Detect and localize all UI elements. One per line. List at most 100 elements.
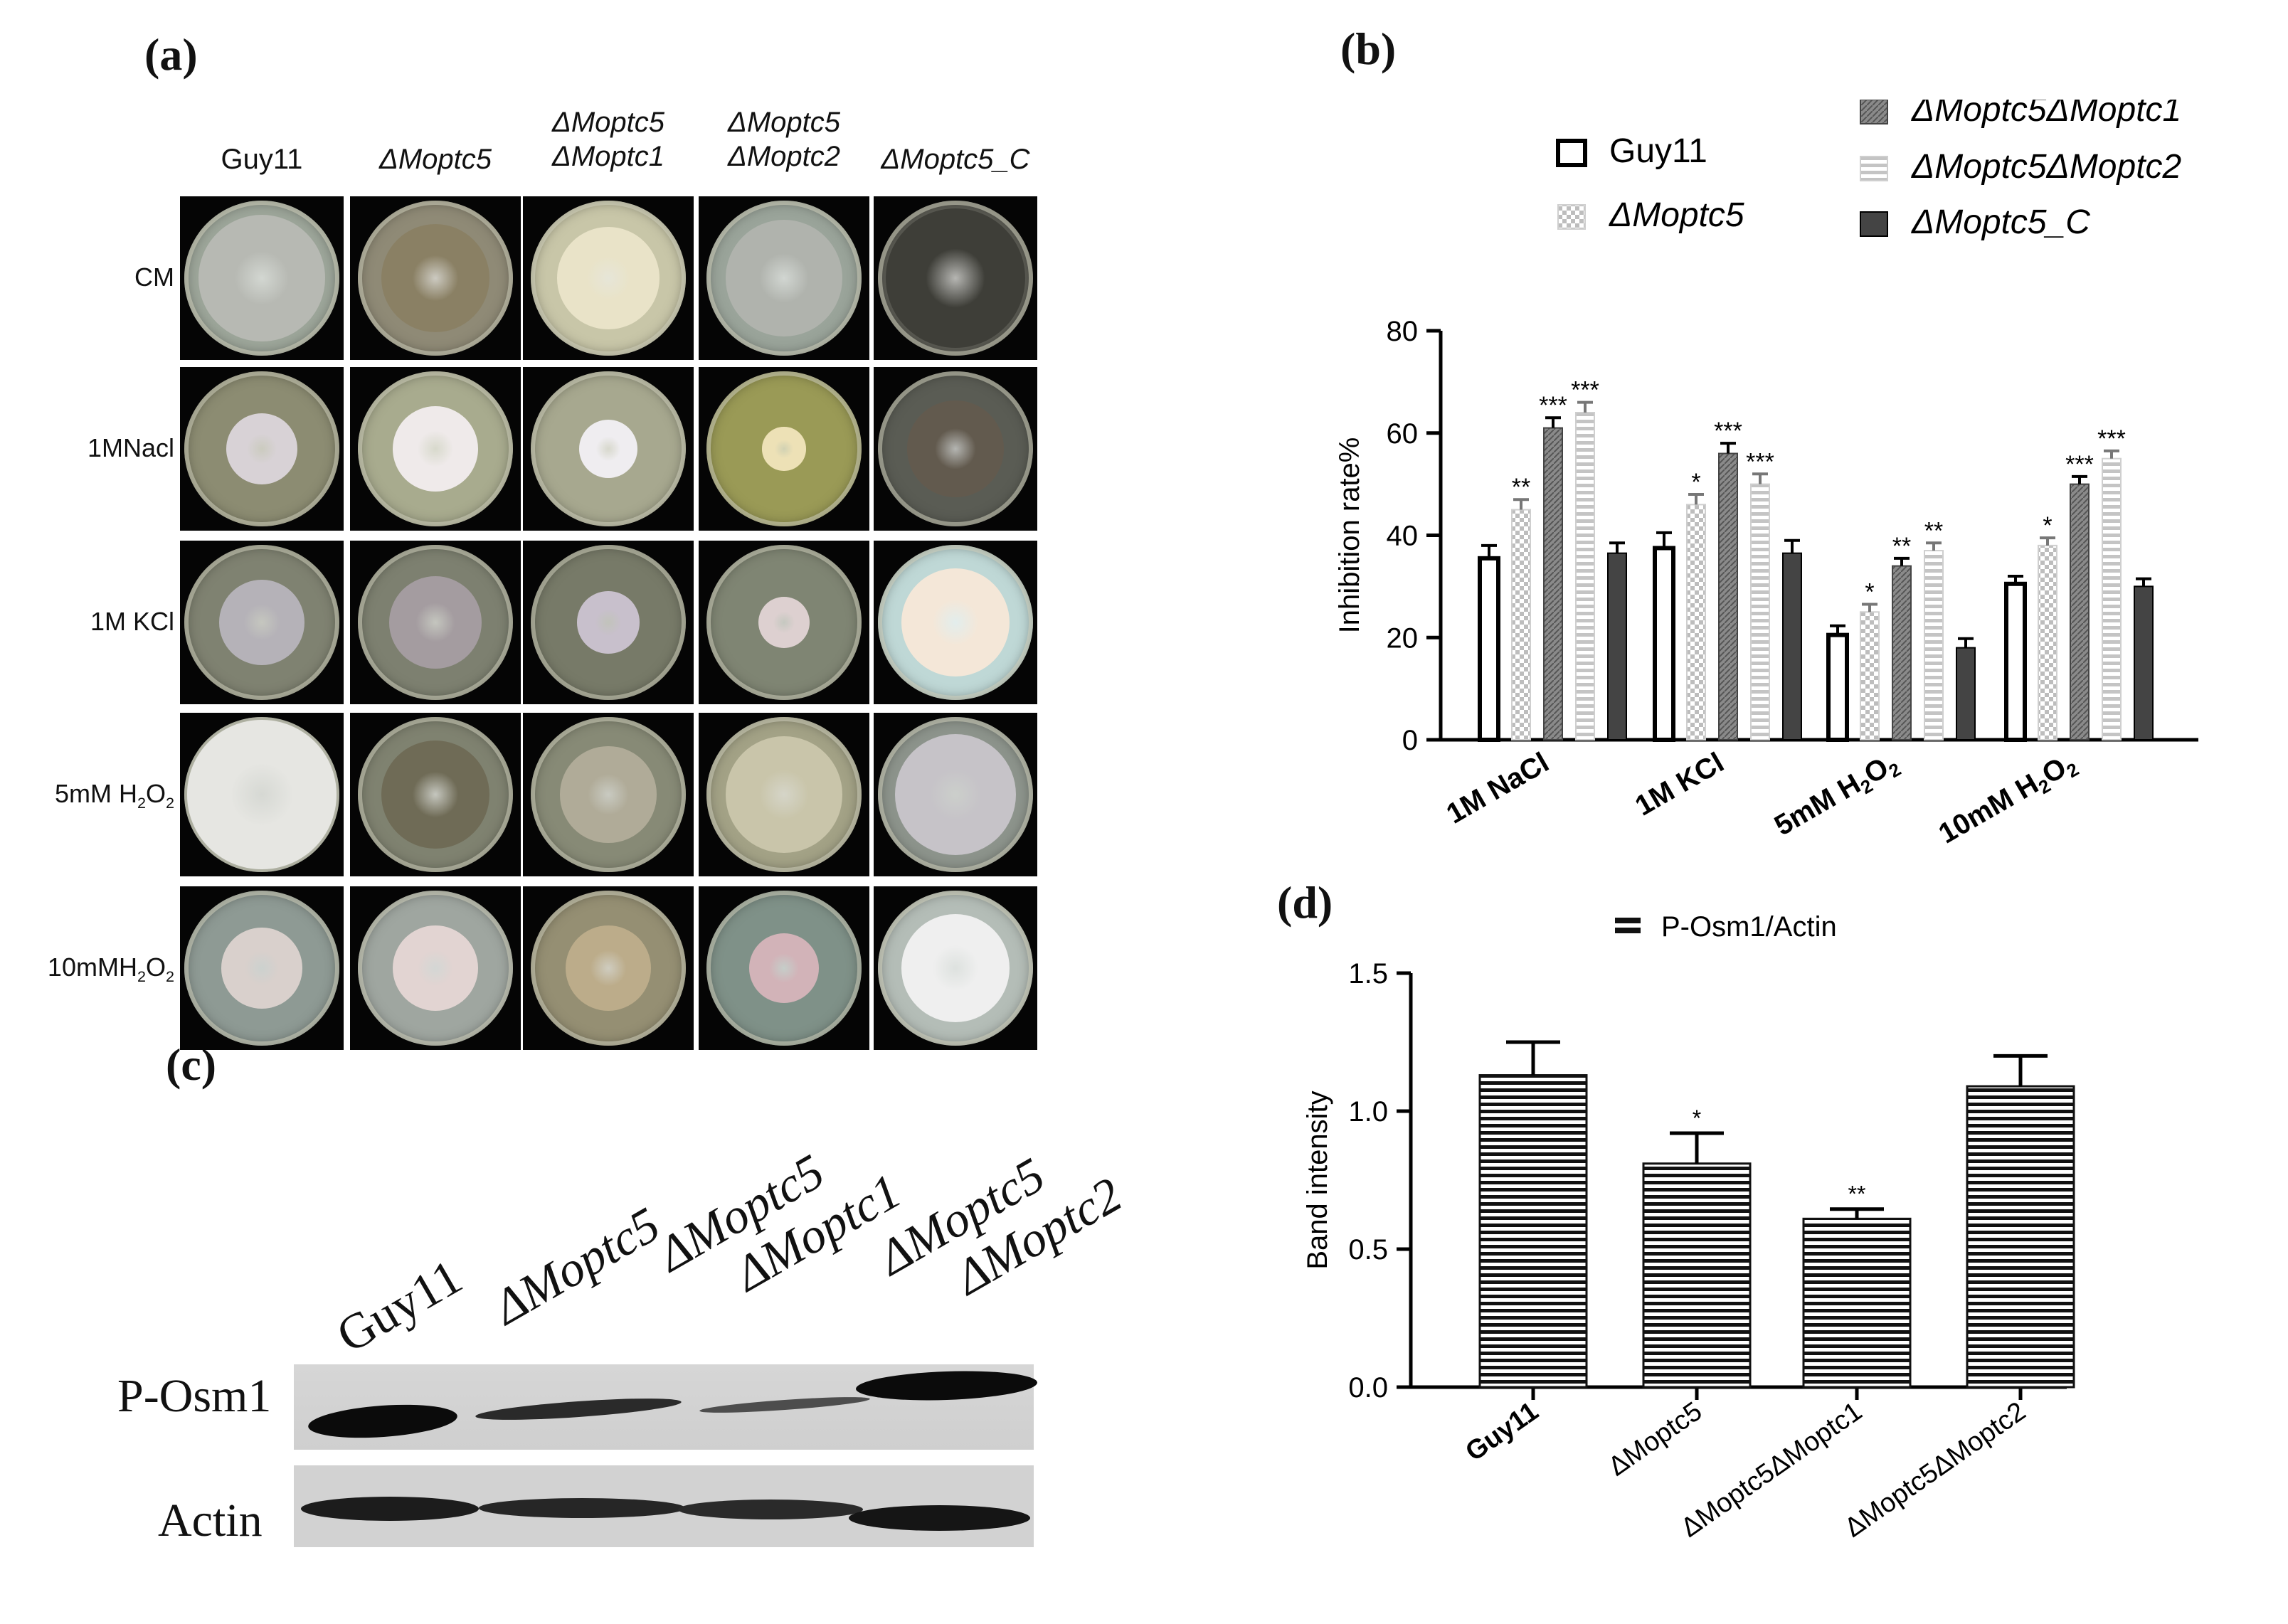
significance-label: ** — [1512, 474, 1530, 501]
petri-dish — [878, 891, 1033, 1046]
chart-b-bars: ******************** ******* — [1478, 377, 2154, 742]
column-header: ΔMoptc5 — [343, 142, 528, 176]
plate-cell — [350, 886, 521, 1050]
bar — [1653, 546, 1675, 742]
category-label: 5mM H2O2 — [1769, 747, 1905, 845]
chart-d-legend: P-Osm1/Actin — [1615, 911, 1837, 943]
category-label: 1M NaCl — [1441, 747, 1555, 830]
y-tick-label: 40 — [1387, 521, 1419, 552]
significance-label: *** — [2097, 425, 2126, 452]
y-tick-label: 1.0 — [1348, 1096, 1388, 1127]
bar — [1511, 509, 1531, 741]
y-tick-label: 0.5 — [1348, 1234, 1388, 1265]
chart-b-legend: Guy11 ΔMoptc5 ΔMoptc5ΔMoptc1 ΔMoptc5ΔMoptc2… — [1556, 100, 2181, 241]
bar — [2038, 544, 2057, 741]
plate-cell — [350, 713, 521, 876]
plate-cell — [523, 196, 694, 360]
blot-lane-label: ΔMoptc5 ΔMoptc2 — [869, 1119, 1131, 1334]
plate-cell — [523, 713, 694, 876]
bar — [1642, 1162, 1752, 1389]
blot-row-label-actin: Actin — [158, 1495, 263, 1546]
legend-swatch — [1557, 204, 1586, 230]
column-header-line: ΔMoptc5_C — [881, 144, 1030, 175]
legend-label: P-Osm1/Actin — [1661, 911, 1837, 943]
petri-dish — [878, 201, 1033, 356]
fungal-colony — [748, 933, 820, 1004]
band-posm1-moptc5-moptc2 — [855, 1368, 1038, 1403]
petri-dish — [358, 891, 513, 1046]
significance-label: * — [1693, 1105, 1701, 1131]
fungal-colony — [226, 413, 298, 485]
bar — [1956, 647, 1976, 741]
fungal-colony — [393, 406, 478, 492]
blot-lane-label: ΔMoptc5 — [484, 1197, 669, 1336]
band-posm1-moptc5-moptc1 — [699, 1394, 871, 1416]
plate-cell — [874, 196, 1037, 360]
fungal-colony — [381, 223, 490, 333]
y-tick-label: 20 — [1387, 622, 1419, 654]
column-header: ΔMoptc5 ΔMoptc2 — [692, 105, 876, 174]
fungal-colony — [566, 925, 651, 1011]
category-label: ΔMoptc5 — [1603, 1396, 1707, 1482]
fungal-colony — [894, 733, 1016, 855]
plate-cell — [523, 886, 694, 1050]
row-label: CM — [134, 262, 174, 292]
petri-dish — [358, 201, 513, 356]
column-header-line: ΔMoptc5 — [551, 107, 664, 138]
bar — [2134, 585, 2154, 741]
column-header: Guy11 — [173, 142, 351, 176]
plate-cell — [350, 196, 521, 360]
bar — [1924, 550, 1944, 741]
row-label: 1MNacl — [87, 433, 174, 462]
column-header-line: ΔMoptc2 — [727, 141, 840, 172]
fungal-colony — [726, 736, 842, 853]
plate-cell — [699, 367, 869, 531]
significance-label: * — [2043, 512, 2052, 539]
bar — [1478, 1074, 1588, 1389]
bar — [1686, 504, 1706, 741]
significance-label: ** — [1892, 533, 1911, 560]
row-label: 1M KCl — [90, 607, 174, 636]
plate-cell — [523, 541, 694, 704]
legend-swatch — [1556, 139, 1587, 167]
plate-cell — [350, 367, 521, 531]
significance-label: * — [1865, 579, 1874, 606]
bar — [1543, 427, 1563, 741]
blot-actin — [294, 1465, 1034, 1547]
fungal-colony — [578, 419, 638, 479]
petri-dish — [531, 717, 686, 872]
y-tick-label: 80 — [1387, 316, 1419, 347]
petri-dish — [706, 891, 862, 1046]
band-actin-moptc5 — [479, 1498, 685, 1518]
y-tick-label: 60 — [1387, 418, 1419, 450]
plate-cell — [180, 713, 344, 876]
bar — [2070, 483, 2090, 741]
panel-label-d: (d) — [1277, 877, 1333, 928]
bar — [1750, 483, 1770, 741]
blot-lane-label: Guy11 — [328, 1249, 472, 1364]
petri-dish — [878, 371, 1033, 526]
bar — [1966, 1085, 2075, 1389]
bar — [1802, 1217, 1912, 1389]
fungal-colony — [381, 740, 490, 849]
row-label: 5mM H2O2 — [54, 779, 174, 812]
plate-cell — [180, 196, 344, 360]
petri-dish — [358, 545, 513, 700]
plate-cell — [180, 367, 344, 531]
petri-dish — [706, 371, 862, 526]
y-tick-label: 1.5 — [1348, 958, 1388, 989]
column-header: ΔMoptc5_C — [867, 142, 1044, 176]
fungal-colony — [901, 568, 1010, 677]
plate-cell — [874, 713, 1037, 876]
category-label: ΔMoptc5ΔMoptc2 — [1839, 1396, 2031, 1543]
petri-dish — [184, 891, 339, 1046]
bar — [1607, 552, 1627, 741]
y-axis-label: Band intensity — [1302, 1090, 1333, 1269]
significance-label: *** — [1571, 377, 1599, 404]
legend-label: ΔMoptc5ΔMoptc1 — [1911, 100, 2181, 129]
y-axis-label: Inhibition rate% — [1334, 437, 1365, 634]
fungal-colony — [726, 220, 842, 336]
legend-label: ΔMoptc5_C — [1911, 203, 2090, 241]
y-tick-label: 0 — [1402, 725, 1418, 756]
significance-label: *** — [1714, 418, 1742, 445]
